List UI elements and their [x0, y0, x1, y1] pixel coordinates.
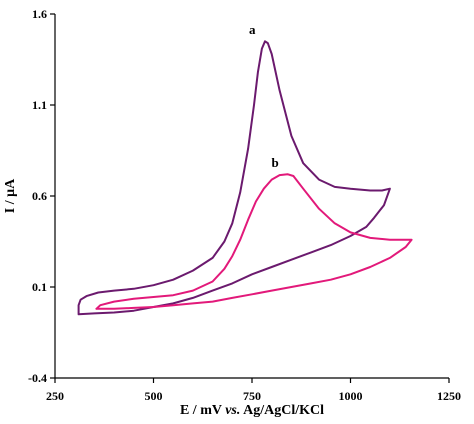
x-tick-label: 250	[46, 389, 64, 403]
series-group: ab	[77, 22, 413, 316]
axes	[54, 14, 449, 379]
x-tick-label: 750	[243, 389, 261, 403]
x-tick-label: 1000	[339, 389, 363, 403]
y-axis-title: I / μA	[3, 178, 18, 213]
y-tick-label: 1.6	[32, 7, 47, 21]
x-axis-title: E / mV vs. Ag/AgCl/KCl	[180, 403, 324, 418]
series-line-a	[77, 40, 391, 316]
series-label-a: a	[249, 22, 256, 37]
x-axis-title-part-1: E / mV	[180, 403, 225, 418]
y-tick-label: 1.1	[32, 98, 47, 112]
x-tick-label: 1250	[437, 389, 461, 403]
y-tick-label: 0.1	[32, 280, 47, 294]
x-axis-title-part-3: Ag/AgCl/KCl	[240, 403, 324, 418]
x-ticks: 250 500 750 1000 1250	[46, 378, 461, 403]
series-label-b: b	[271, 155, 278, 170]
x-axis-title-part-2: vs.	[225, 403, 240, 418]
y-ticks: -0.4 0.1 0.6 1.1 1.6	[28, 7, 55, 385]
series-line-b	[95, 173, 413, 310]
x-tick-label: 500	[145, 389, 163, 403]
y-tick-label: 0.6	[32, 189, 47, 203]
y-tick-label: -0.4	[28, 371, 47, 385]
